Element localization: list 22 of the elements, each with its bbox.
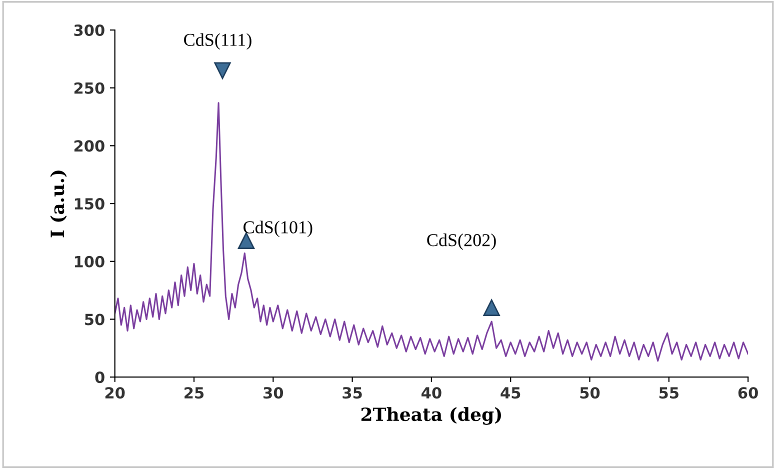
y-tick-label: 200 <box>74 140 104 152</box>
x-tick-label: 60 <box>738 387 758 399</box>
annotation: CdS(101) <box>244 220 312 238</box>
x-tick-label: 25 <box>184 387 204 399</box>
x-tick-label: 40 <box>422 387 442 399</box>
y-axis-title: I (a.u.) <box>50 170 67 238</box>
y-tick-label: 50 <box>85 314 104 326</box>
y-tick-label: 0 <box>95 372 104 384</box>
x-tick-label: 20 <box>105 387 125 399</box>
y-tick-label: 100 <box>74 256 104 268</box>
y-tick-label: 300 <box>74 24 104 36</box>
y-tick-label: 150 <box>74 198 104 210</box>
annotation: CdS(202) <box>427 234 496 250</box>
x-tick-label: 50 <box>580 387 600 399</box>
line-series <box>114 102 748 362</box>
y-tick-label: 250 <box>74 82 104 94</box>
annotation: CdS(111) <box>184 33 252 50</box>
x-axis-title: 2Theata (deg) <box>361 407 501 425</box>
x-tick-label: 35 <box>342 387 362 399</box>
x-tick-label: 45 <box>500 387 520 399</box>
x-tick-label: 30 <box>264 387 284 399</box>
x-tick-label: 55 <box>659 387 678 399</box>
